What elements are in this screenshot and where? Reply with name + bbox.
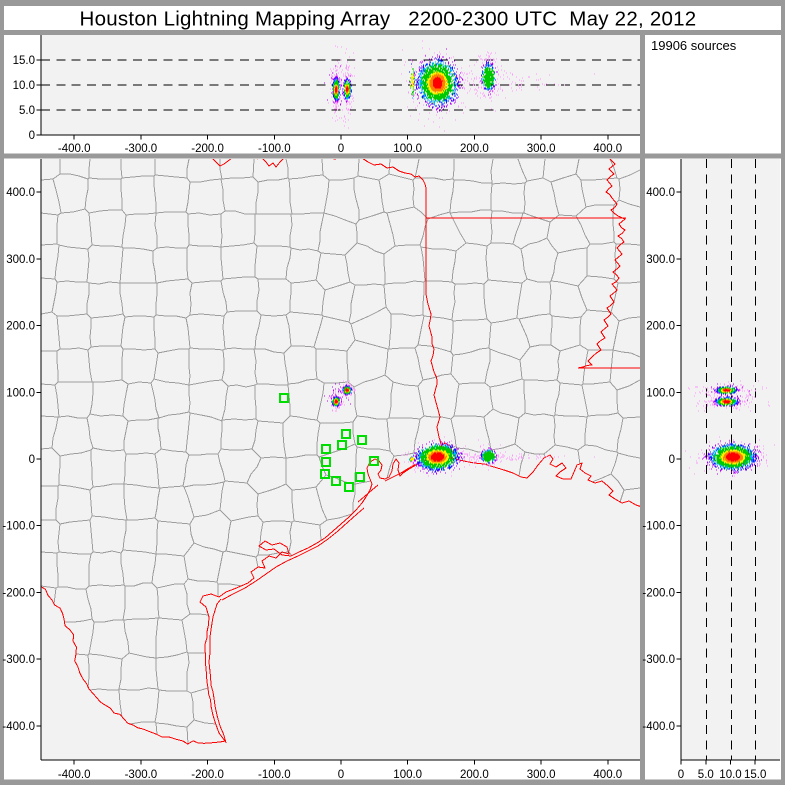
svg-text:400.0: 400.0 [6,187,35,199]
svg-text:-200.0: -200.0 [191,769,224,781]
svg-text:300.0: 300.0 [527,143,556,155]
svg-text:300.0: 300.0 [6,254,35,266]
svg-text:-200.0: -200.0 [2,587,35,599]
svg-text:15.0: 15.0 [13,55,35,67]
svg-text:-400.0: -400.0 [58,143,91,155]
svg-text:-100.0: -100.0 [258,143,291,155]
svg-text:100.0: 100.0 [393,143,422,155]
svg-text:-300.0: -300.0 [125,769,158,781]
svg-text:-300.0: -300.0 [125,143,158,155]
svg-text:5.0: 5.0 [19,105,35,117]
svg-text:100.0: 100.0 [646,387,675,399]
svg-text:19906 sources: 19906 sources [651,38,737,53]
svg-text:15.0: 15.0 [744,769,766,781]
svg-text:200.0: 200.0 [460,769,489,781]
svg-text:0: 0 [29,130,35,142]
svg-text:-300.0: -300.0 [2,654,35,666]
svg-text:200.0: 200.0 [646,321,675,333]
svg-text:-100.0: -100.0 [2,521,35,533]
svg-text:10.0: 10.0 [719,769,741,781]
svg-text:-300.0: -300.0 [642,654,675,666]
svg-text:-200.0: -200.0 [642,587,675,599]
svg-text:200.0: 200.0 [6,321,35,333]
svg-text:5.0: 5.0 [698,769,714,781]
svg-text:0: 0 [669,454,675,466]
svg-text:100.0: 100.0 [6,387,35,399]
svg-text:0: 0 [338,143,344,155]
svg-text:0: 0 [678,769,684,781]
svg-text:400.0: 400.0 [593,143,622,155]
svg-text:300.0: 300.0 [646,254,675,266]
svg-text:-400.0: -400.0 [642,721,675,733]
svg-text:400.0: 400.0 [593,769,622,781]
svg-text:Houston Lightning Mapping Arra: Houston Lightning Mapping Array 2200-230… [80,8,697,31]
svg-text:-400.0: -400.0 [58,769,91,781]
svg-text:0: 0 [338,769,344,781]
svg-text:-400.0: -400.0 [2,721,35,733]
svg-text:200.0: 200.0 [460,143,489,155]
svg-text:100.0: 100.0 [393,769,422,781]
svg-text:-100.0: -100.0 [642,521,675,533]
svg-text:10.0: 10.0 [13,80,35,92]
svg-text:-100.0: -100.0 [258,769,291,781]
svg-text:400.0: 400.0 [646,187,675,199]
svg-text:0: 0 [29,454,35,466]
svg-text:300.0: 300.0 [527,769,556,781]
svg-text:-200.0: -200.0 [191,143,224,155]
